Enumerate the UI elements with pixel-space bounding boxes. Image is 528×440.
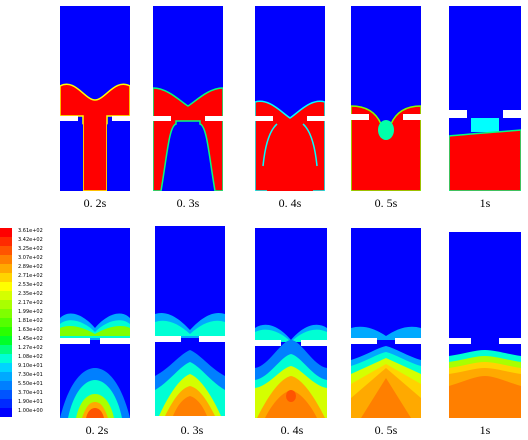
colorbar-label: 3.25e+02	[18, 246, 43, 252]
colorbar-swatch	[0, 399, 12, 408]
colorbar-label: 2.71e+02	[18, 273, 43, 279]
colorbar-swatch	[0, 309, 12, 318]
colorbar-label: 9.10e+01	[18, 363, 43, 369]
colorbar-swatch	[0, 255, 12, 264]
colorbar-label: 2.17e+02	[18, 300, 43, 306]
colorbar-label: 1.00e+00	[18, 408, 43, 414]
colorbar-label: 2.53e+02	[18, 282, 43, 288]
colorbar-swatch	[0, 273, 12, 282]
colorbar-swatch	[0, 336, 12, 345]
colorbar-swatch	[0, 408, 12, 417]
phase-caption-2: 0. 3s	[176, 196, 200, 210]
colorbar-swatch	[0, 282, 12, 291]
temperature-panel-0.3s	[155, 226, 225, 416]
temperature-panel-1s	[449, 232, 521, 418]
phase-panel-0.4s	[255, 6, 325, 191]
phase-caption-3: 0. 4s	[278, 196, 302, 210]
temperature-caption-5: 1s	[479, 423, 491, 437]
colorbar-label: 2.89e+02	[18, 264, 43, 270]
colorbar-swatch	[0, 345, 12, 354]
colorbar-label: 1.27e+02	[18, 345, 43, 351]
colorbar-label: 3.07e+02	[18, 255, 43, 261]
colorbar-swatch	[0, 264, 12, 273]
colorbar-label: 3.42e+02	[18, 237, 43, 243]
colorbar-legend: 3.61e+02 3.42e+02 3.25e+02 3.07e+02 2.89e+02…	[0, 228, 60, 418]
colorbar-label: 1.90e+01	[18, 399, 43, 405]
colorbar-label: 1.45e+02	[18, 336, 43, 342]
phase-panel-0.5s	[351, 6, 421, 191]
colorbar-label: 1.99e+02	[18, 309, 43, 315]
phase-caption-4: 0. 5s	[374, 196, 398, 210]
colorbar-label: 5.50e+01	[18, 381, 43, 387]
colorbar-label: 3.61e+02	[18, 228, 43, 234]
phase-caption-5: 1s	[479, 196, 491, 210]
colorbar-swatch	[0, 246, 12, 255]
colorbar-label: 7.30e+01	[18, 372, 43, 378]
temperature-caption-3: 0. 4s	[280, 423, 304, 437]
colorbar-swatch	[0, 363, 12, 372]
colorbar-swatch	[0, 318, 12, 327]
colorbar-swatch	[0, 372, 12, 381]
temperature-caption-2: 0. 3s	[180, 423, 204, 437]
phase-panel-0.3s	[153, 6, 223, 191]
temperature-panel-0.4s	[255, 228, 327, 418]
colorbar-label: 3.70e+01	[18, 390, 43, 396]
colorbar-swatch	[0, 390, 12, 399]
phase-panel-0.2s	[60, 6, 130, 191]
colorbar-label: 1.08e+02	[18, 354, 43, 360]
colorbar-label: 1.81e+02	[18, 318, 43, 324]
temperature-caption-1: 0. 2s	[85, 423, 109, 437]
phase-caption-1: 0. 2s	[83, 196, 107, 210]
colorbar-label: 2.35e+02	[18, 291, 43, 297]
colorbar-swatch	[0, 300, 12, 309]
temperature-caption-4: 0. 5s	[374, 423, 398, 437]
colorbar-swatch	[0, 354, 12, 363]
colorbar-swatch	[0, 327, 12, 336]
phase-panel-1s	[449, 6, 521, 191]
colorbar-label: 1.63e+02	[18, 327, 43, 333]
temperature-panel-0.2s	[60, 228, 130, 418]
temperature-panel-0.5s	[351, 228, 421, 418]
colorbar-swatch	[0, 291, 12, 300]
colorbar-swatch	[0, 228, 12, 237]
colorbar-swatch	[0, 381, 12, 390]
colorbar-swatch	[0, 237, 12, 246]
